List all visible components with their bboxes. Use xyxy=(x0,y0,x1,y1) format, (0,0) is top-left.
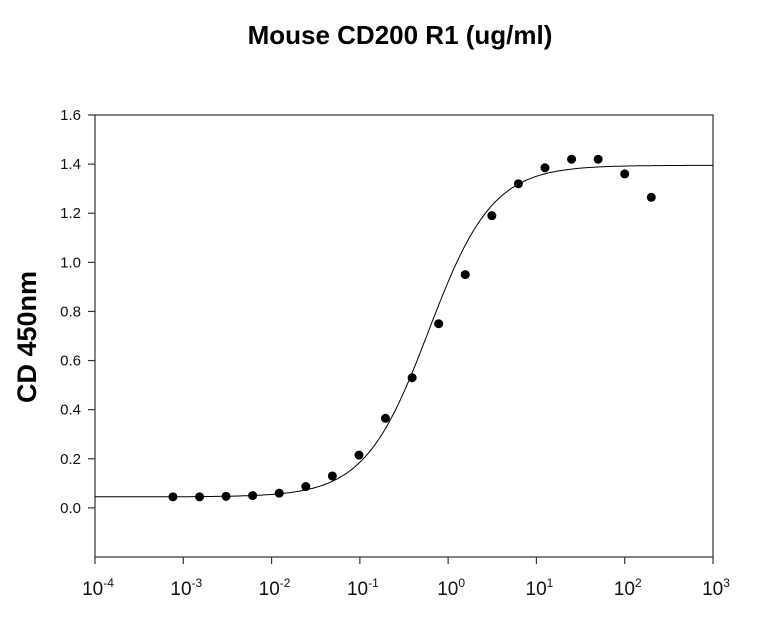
data-point xyxy=(513,179,523,189)
data-point xyxy=(301,482,311,492)
data-point xyxy=(620,169,630,179)
chart-title: Mouse CD200 R1 (ug/ml) xyxy=(248,20,553,50)
data-point xyxy=(407,373,417,383)
data-point xyxy=(593,154,603,164)
fit-curve xyxy=(95,164,713,498)
data-point xyxy=(434,319,444,329)
y-tick-label: 1.2 xyxy=(60,205,81,222)
y-tick-label: 1.6 xyxy=(60,107,81,124)
x-tick-label: 100 xyxy=(437,576,465,600)
y-tick-label: 0.8 xyxy=(60,303,81,320)
x-tick-label: 101 xyxy=(526,576,554,600)
y-tick-label: 0.0 xyxy=(60,500,81,517)
x-tick-label: 10-1 xyxy=(347,576,379,600)
data-point xyxy=(646,192,656,202)
y-tick-label: 1.4 xyxy=(60,156,81,173)
y-tick-label: 1.0 xyxy=(60,254,81,271)
x-tick-label: 102 xyxy=(614,576,642,600)
y-tick-label: 0.6 xyxy=(60,353,81,370)
y-tick-label: 0.2 xyxy=(60,451,81,468)
x-tick-label: 10-4 xyxy=(82,576,114,600)
data-point xyxy=(354,450,364,460)
data-point xyxy=(460,270,470,280)
data-point xyxy=(248,491,258,501)
data-point xyxy=(567,154,577,164)
x-tick-label: 103 xyxy=(702,576,730,600)
data-point xyxy=(487,211,497,221)
x-tick-label: 10-3 xyxy=(170,576,202,600)
y-axis-label: CD 450nm xyxy=(12,271,42,403)
x-tick-label: 10-2 xyxy=(259,576,291,600)
data-point xyxy=(221,491,231,501)
y-tick-label: 0.4 xyxy=(60,402,81,419)
data-point xyxy=(540,163,550,173)
data-point xyxy=(168,492,178,502)
data-point xyxy=(274,488,284,498)
data-point xyxy=(380,413,390,423)
data-point xyxy=(327,471,337,481)
plot-frame xyxy=(94,114,714,558)
data-point xyxy=(195,492,205,502)
